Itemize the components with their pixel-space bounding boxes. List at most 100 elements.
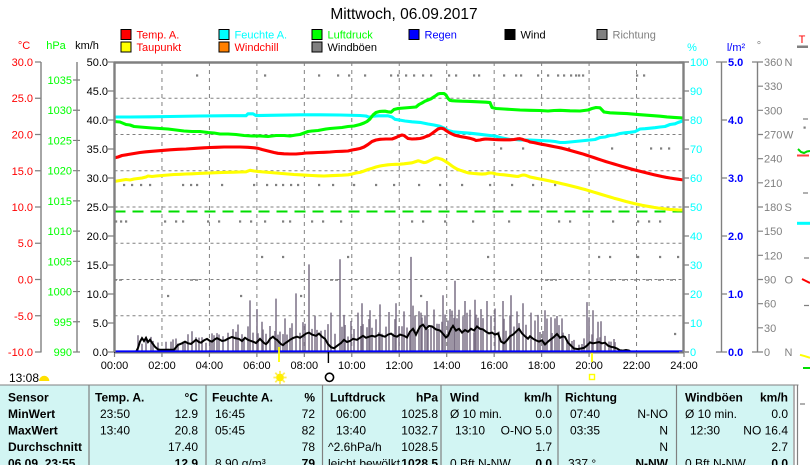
svg-text:1.7: 1.7 xyxy=(535,440,552,454)
svg-text:13:40: 13:40 xyxy=(336,424,366,438)
svg-text:°: ° xyxy=(757,40,761,52)
svg-text:360: 360 xyxy=(764,57,782,69)
svg-text:hPa: hPa xyxy=(416,391,438,405)
svg-text:990: 990 xyxy=(54,347,72,359)
svg-text:Ø 10 min.: Ø 10 min. xyxy=(685,407,737,421)
svg-text:80: 80 xyxy=(690,115,702,127)
svg-text:82: 82 xyxy=(302,424,316,438)
svg-text:06:00: 06:00 xyxy=(243,360,271,372)
svg-text:90: 90 xyxy=(764,275,776,287)
svg-text:1005: 1005 xyxy=(48,256,72,268)
svg-text:2.7: 2.7 xyxy=(771,440,788,454)
svg-text:Mittwoch, 06.09.2017: Mittwoch, 06.09.2017 xyxy=(330,6,477,23)
svg-text:0: 0 xyxy=(764,347,770,359)
svg-text:995: 995 xyxy=(54,317,72,329)
svg-text:Feuchte A.: Feuchte A. xyxy=(235,30,288,42)
svg-text:1010: 1010 xyxy=(48,226,72,238)
svg-text:S: S xyxy=(785,202,792,214)
svg-text:Wind: Wind xyxy=(521,30,546,42)
svg-text:20.8: 20.8 xyxy=(175,424,199,438)
svg-text:210: 210 xyxy=(764,178,782,190)
svg-text:1.0: 1.0 xyxy=(728,289,743,301)
svg-text:leicht bewölkt: leicht bewölkt xyxy=(328,457,401,465)
svg-text:40: 40 xyxy=(690,231,702,243)
svg-text:1025.8: 1025.8 xyxy=(401,407,438,421)
svg-text:50.0: 50.0 xyxy=(87,57,108,69)
svg-text:16:00: 16:00 xyxy=(480,360,508,372)
svg-text:°C: °C xyxy=(185,391,199,405)
svg-text:23:50: 23:50 xyxy=(100,407,130,421)
svg-text:25.0: 25.0 xyxy=(87,202,108,214)
svg-text:30.0: 30.0 xyxy=(87,173,108,185)
svg-text:1020: 1020 xyxy=(48,166,72,178)
svg-text:3.0: 3.0 xyxy=(728,173,743,185)
svg-text:W: W xyxy=(783,130,794,142)
svg-text:Luftdruck: Luftdruck xyxy=(330,391,386,405)
svg-text:5.0: 5.0 xyxy=(728,57,743,69)
svg-text:Windböen: Windböen xyxy=(328,42,378,54)
svg-text:0: 0 xyxy=(690,347,696,359)
svg-text:MaxWert: MaxWert xyxy=(8,424,58,438)
svg-text:20.0: 20.0 xyxy=(87,231,108,243)
svg-text:30: 30 xyxy=(690,260,702,272)
svg-text:0.0: 0.0 xyxy=(535,407,552,421)
svg-text:30: 30 xyxy=(764,323,776,335)
svg-text:Windchill: Windchill xyxy=(235,42,279,54)
svg-text:0.0: 0.0 xyxy=(18,275,33,287)
svg-text:20.0: 20.0 xyxy=(12,130,33,142)
svg-text:12.9: 12.9 xyxy=(175,457,199,465)
svg-text:35.0: 35.0 xyxy=(87,144,108,156)
svg-text:20: 20 xyxy=(690,289,702,301)
svg-text:0.0: 0.0 xyxy=(93,347,108,359)
svg-text:08:00: 08:00 xyxy=(291,360,319,372)
svg-text:79: 79 xyxy=(302,457,316,465)
svg-text:%: % xyxy=(687,42,697,54)
svg-text:°C: °C xyxy=(18,40,30,52)
svg-text:0.0: 0.0 xyxy=(535,457,552,465)
svg-text:0.0: 0.0 xyxy=(771,407,788,421)
svg-text:Taupunkt: Taupunkt xyxy=(137,42,182,54)
svg-text:km/h: km/h xyxy=(75,40,99,52)
svg-text:1015: 1015 xyxy=(48,196,72,208)
svg-text:0.0: 0.0 xyxy=(771,457,788,465)
svg-text:180: 180 xyxy=(764,202,782,214)
svg-text:N: N xyxy=(785,57,793,69)
svg-text:270: 270 xyxy=(764,130,782,142)
svg-text:hPa: hPa xyxy=(46,40,66,52)
svg-text:18:00: 18:00 xyxy=(528,360,556,372)
svg-text:15.0: 15.0 xyxy=(12,166,33,178)
svg-text:Temp. A.: Temp. A. xyxy=(95,391,144,405)
svg-text:N-NO: N-NO xyxy=(637,407,668,421)
svg-text:60: 60 xyxy=(764,299,776,311)
svg-text:Regen: Regen xyxy=(425,30,457,42)
svg-text:13:40: 13:40 xyxy=(100,424,130,438)
svg-text:MinWert: MinWert xyxy=(8,407,55,421)
svg-text:4.0: 4.0 xyxy=(728,115,743,127)
svg-text:^2.6hPa/h: ^2.6hPa/h xyxy=(328,440,382,454)
svg-text:13:10: 13:10 xyxy=(455,424,485,438)
svg-text:8.90 g/m³: 8.90 g/m³ xyxy=(215,457,266,465)
svg-text:0 Bft N-NW: 0 Bft N-NW xyxy=(450,457,511,465)
svg-text:Richtung: Richtung xyxy=(613,30,656,42)
svg-text:Windböen: Windböen xyxy=(685,391,743,405)
svg-text:2.0: 2.0 xyxy=(728,231,743,243)
svg-text:1035: 1035 xyxy=(48,75,72,87)
svg-text:17.40: 17.40 xyxy=(168,440,198,454)
svg-text:T: T xyxy=(799,34,806,46)
svg-text:1025: 1025 xyxy=(48,135,72,147)
svg-text:Feuchte A.: Feuchte A. xyxy=(212,391,273,405)
svg-text:12:00: 12:00 xyxy=(385,360,413,372)
svg-text:l/m²: l/m² xyxy=(727,42,746,54)
svg-text:-10.0: -10.0 xyxy=(8,347,33,359)
svg-text:60: 60 xyxy=(690,173,702,185)
svg-text:07:40: 07:40 xyxy=(570,407,600,421)
svg-text:240: 240 xyxy=(764,154,782,166)
svg-text:13:08: 13:08 xyxy=(9,371,39,385)
svg-text:Wind: Wind xyxy=(450,391,479,405)
svg-text:03:35: 03:35 xyxy=(570,424,600,438)
svg-text:10.0: 10.0 xyxy=(87,289,108,301)
svg-text:Temp. A.: Temp. A. xyxy=(137,30,180,42)
svg-text:km/h: km/h xyxy=(760,391,788,405)
svg-text:1028.5: 1028.5 xyxy=(401,457,438,465)
svg-text:330: 330 xyxy=(764,81,782,93)
